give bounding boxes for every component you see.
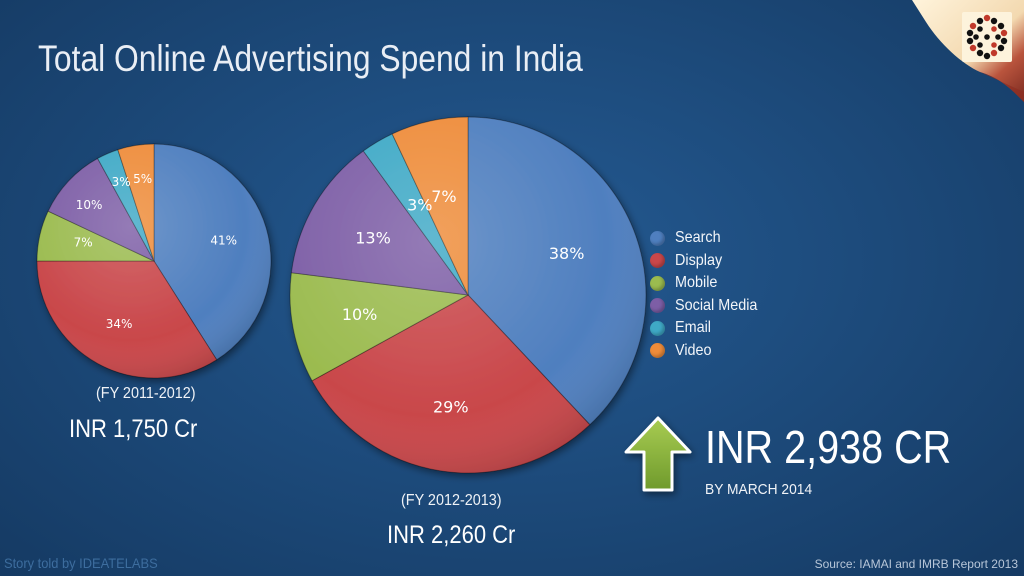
legend-label: Video	[675, 341, 712, 359]
pie-label-display: 34%	[106, 317, 133, 331]
pie-label-social-media: 13%	[355, 228, 391, 247]
legend-item-video: Video	[650, 340, 767, 363]
pie-shine-overlay	[290, 117, 646, 473]
legend-label: Display	[675, 251, 723, 269]
legend-label: Email	[675, 319, 712, 337]
projected-amount: INR 2,938 CR	[705, 421, 952, 473]
projected-amount-subtitle: BY MARCH 2014	[705, 481, 813, 498]
legend-item-social-media: Social Media	[650, 295, 767, 318]
credit-text: Story told by IDEATELABS	[4, 555, 158, 571]
pie-shine-overlay	[37, 144, 271, 378]
legend-item-search: Search	[650, 227, 767, 250]
total-amount-fy2011-2012: INR 1,750 Cr	[69, 415, 198, 443]
legend-item-mobile: Mobile	[650, 272, 767, 295]
legend-label: Social Media	[675, 296, 758, 314]
legend-label: Search	[675, 229, 721, 247]
pie-label-mobile: 10%	[342, 305, 378, 324]
pie-label-email: 3%	[407, 196, 432, 215]
pie-chart-fy2012-2013	[289, 116, 647, 474]
pie-label-email: 3%	[112, 175, 131, 189]
ideatelabs-logo	[962, 12, 1012, 62]
pie-label-video: 5%	[133, 172, 152, 186]
legend-swatch	[650, 275, 665, 291]
total-amount-fy2012-2013: INR 2,260 Cr	[387, 521, 516, 549]
pie-label-social-media: 10%	[76, 198, 103, 212]
legend-item-display: Display	[650, 250, 767, 273]
pie-label-mobile: 7%	[74, 236, 93, 250]
legend-swatch	[650, 343, 665, 359]
chart-legend: Search Display Mobile Social Media Email Vide…	[650, 227, 767, 362]
up-arrow-icon	[624, 416, 692, 492]
period-label-fy2012-2013: (FY 2012-2013)	[401, 492, 502, 509]
pie-chart-fy2011-2012	[36, 143, 272, 379]
legend-swatch	[650, 320, 665, 336]
pie-label-video: 7%	[431, 187, 456, 206]
legend-label: Mobile	[675, 274, 718, 292]
source-text: Source: IAMAI and IMRB Report 2013	[814, 557, 1018, 571]
pie-label-search: 41%	[210, 233, 237, 247]
period-label-fy2011-2012: (FY 2011-2012)	[96, 385, 196, 402]
legend-swatch	[650, 230, 665, 246]
page-title: Total Online Advertising Spend in India	[38, 38, 583, 79]
legend-item-email: Email	[650, 317, 767, 340]
pie-label-search: 38%	[549, 244, 585, 263]
legend-swatch	[650, 298, 665, 314]
pie-label-display: 29%	[433, 398, 469, 417]
legend-swatch	[650, 253, 665, 269]
